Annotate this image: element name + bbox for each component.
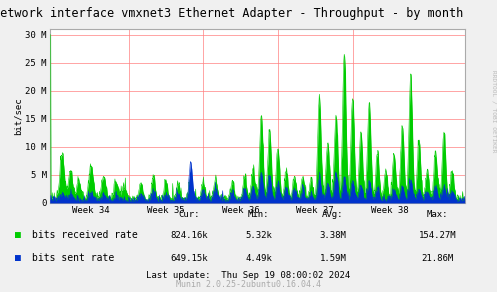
- Text: Max:: Max:: [426, 210, 448, 219]
- Y-axis label: bit/sec: bit/sec: [13, 97, 23, 135]
- Text: 649.15k: 649.15k: [170, 254, 208, 263]
- Text: ■: ■: [15, 253, 21, 263]
- Text: RRDTOOL / TOBI OETIKER: RRDTOOL / TOBI OETIKER: [491, 70, 496, 152]
- Text: bits sent rate: bits sent rate: [32, 253, 114, 263]
- Text: 5.32k: 5.32k: [245, 231, 272, 239]
- Text: 4.49k: 4.49k: [245, 254, 272, 263]
- Text: Avg:: Avg:: [322, 210, 344, 219]
- Text: 824.16k: 824.16k: [170, 231, 208, 239]
- Text: 1.59M: 1.59M: [320, 254, 346, 263]
- Text: 154.27M: 154.27M: [418, 231, 456, 239]
- Text: 3.38M: 3.38M: [320, 231, 346, 239]
- Text: ■: ■: [15, 230, 21, 240]
- Text: 21.86M: 21.86M: [421, 254, 453, 263]
- Text: Min:: Min:: [248, 210, 269, 219]
- Text: bits received rate: bits received rate: [32, 230, 138, 240]
- Text: Cur:: Cur:: [178, 210, 200, 219]
- Text: Last update:  Thu Sep 19 08:00:02 2024: Last update: Thu Sep 19 08:00:02 2024: [147, 272, 350, 280]
- Text: Munin 2.0.25-2ubuntu0.16.04.4: Munin 2.0.25-2ubuntu0.16.04.4: [176, 280, 321, 289]
- Text: Network interface vmxnet3 Ethernet Adapter - Throughput - by month: Network interface vmxnet3 Ethernet Adapt…: [0, 7, 464, 20]
